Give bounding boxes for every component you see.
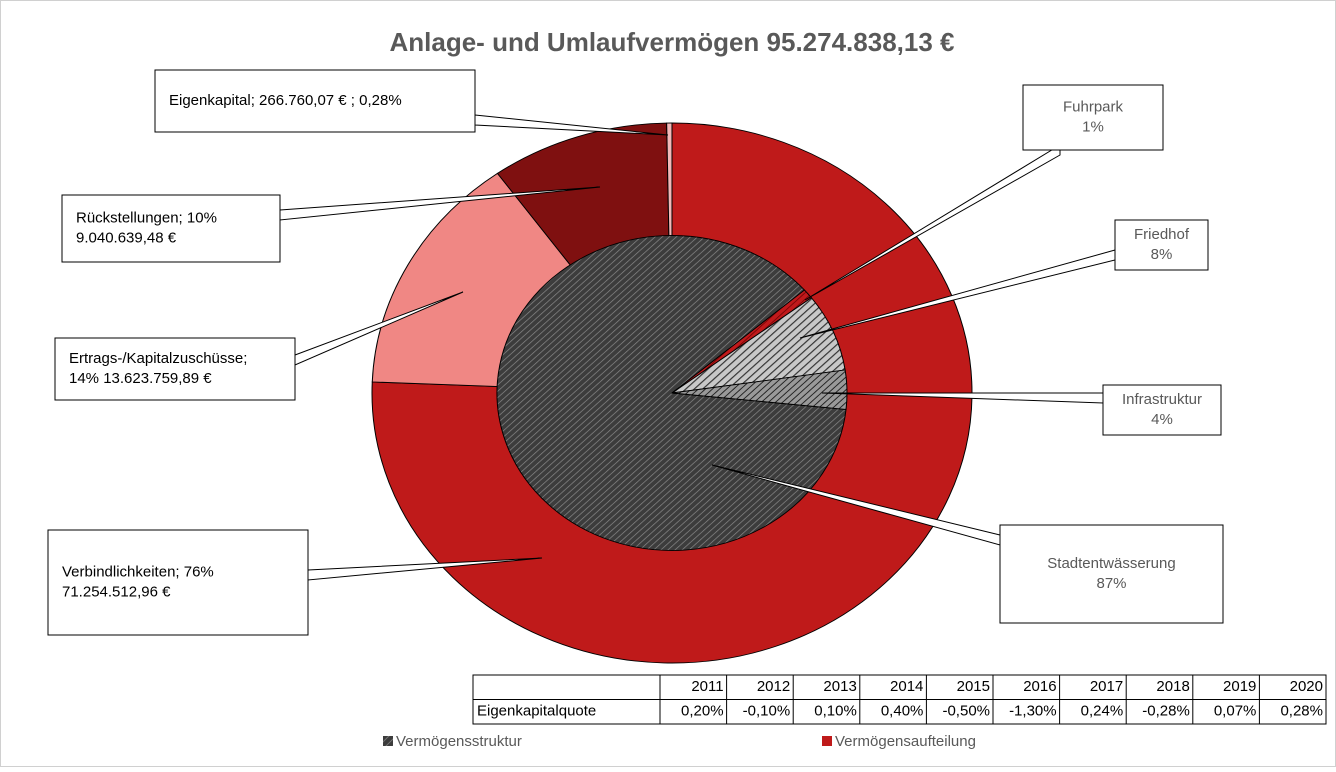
data-label: 4% bbox=[1151, 411, 1173, 428]
table-header: 2020 bbox=[1290, 678, 1323, 695]
label-box bbox=[47, 529, 309, 636]
table-cell: -1,30% bbox=[1009, 703, 1057, 720]
table-header: 2013 bbox=[823, 678, 856, 695]
data-label: 9.040.639,48 € bbox=[76, 229, 177, 246]
data-label: Ertrags-/Kapitalzuschüsse; bbox=[69, 350, 247, 367]
table-header: 2019 bbox=[1223, 678, 1256, 695]
table-header: 2011 bbox=[691, 678, 723, 695]
legend-swatch bbox=[822, 736, 832, 746]
table-cell: 0,24% bbox=[1081, 703, 1124, 720]
table-header: 2015 bbox=[957, 678, 990, 695]
table-cell: 0,07% bbox=[1214, 703, 1257, 720]
table-cell: -0,10% bbox=[743, 703, 791, 720]
pie-slice bbox=[496, 235, 847, 551]
table-cell: 0,10% bbox=[814, 703, 857, 720]
data-label: 71.254.512,96 € bbox=[62, 583, 171, 600]
legend-swatch bbox=[383, 736, 393, 746]
data-label: 87% bbox=[1096, 575, 1126, 592]
table-header: 2016 bbox=[1023, 678, 1056, 695]
table-header: 2014 bbox=[890, 678, 923, 695]
label-box bbox=[1114, 219, 1209, 271]
pie-group bbox=[371, 122, 973, 664]
table-cell: -0,50% bbox=[942, 703, 990, 720]
data-label: Fuhrpark bbox=[1063, 98, 1124, 115]
label-box bbox=[154, 69, 476, 133]
table-cell: 0,40% bbox=[881, 703, 924, 720]
data-label: Verbindlichkeiten; 76% bbox=[62, 563, 214, 580]
legend-label: Vermögensstruktur bbox=[396, 733, 522, 750]
data-label: Eigenkapital; 266.760,07 € ; 0,28% bbox=[169, 92, 402, 109]
table-row-label: Eigenkapitalquote bbox=[477, 703, 596, 720]
table-header: 2012 bbox=[757, 678, 790, 695]
data-label: 14% 13.623.759,89 € bbox=[69, 370, 212, 387]
label-box bbox=[999, 524, 1224, 624]
table-header: 2018 bbox=[1156, 678, 1189, 695]
data-label: Rückstellungen; 10% bbox=[76, 209, 217, 226]
table-cell: 0,28% bbox=[1280, 703, 1323, 720]
label-box bbox=[61, 194, 281, 263]
label-box bbox=[1102, 384, 1222, 436]
table-cell: -0,28% bbox=[1142, 703, 1190, 720]
data-label: 8% bbox=[1151, 246, 1173, 263]
label-box bbox=[1022, 84, 1164, 151]
legend-label: Vermögensaufteilung bbox=[835, 733, 976, 750]
table-cell: 0,20% bbox=[681, 703, 724, 720]
pie-slice bbox=[671, 369, 848, 410]
chart-title: Anlage- und Umlaufvermögen 95.274.838,13… bbox=[390, 27, 955, 57]
data-label: Friedhof bbox=[1134, 226, 1190, 243]
table-header: 2017 bbox=[1090, 678, 1123, 695]
data-label: Stadtentwässerung bbox=[1047, 555, 1175, 572]
label-box bbox=[54, 337, 296, 401]
data-label: 1% bbox=[1082, 118, 1104, 135]
data-label: Infrastruktur bbox=[1122, 391, 1202, 408]
